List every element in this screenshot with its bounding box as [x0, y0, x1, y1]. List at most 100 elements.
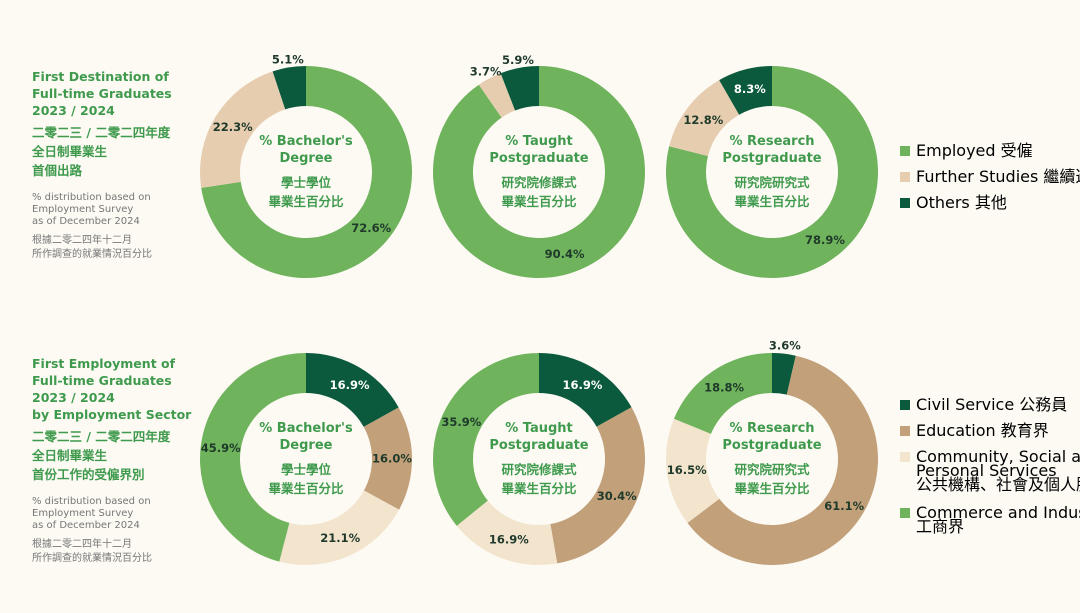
slice-value-label: 18.8% [704, 381, 744, 395]
center-label-zh-line: 研究院修課式 [501, 462, 577, 477]
donut-chart-3: 78.9% 12.8% 8.3% [666, 66, 878, 278]
slice-value-label: 12.8% [683, 113, 723, 127]
section-note-line: as of December 2024 [32, 520, 140, 531]
slice-value-label: 5.9% [502, 53, 534, 67]
center-label-en: % Taught Postgraduate [459, 420, 619, 454]
legend-label: Civil Service 公務員 [916, 395, 1068, 414]
section-note-zh-line: 根據二零二四年十二月 [32, 235, 132, 246]
legend-swatch [900, 426, 910, 436]
slice-1 [772, 353, 796, 395]
section-note-line: % distribution based on [32, 496, 151, 507]
slice-value-label: 90.4% [545, 247, 585, 261]
legend-label: Others 其他 [916, 193, 1007, 212]
legend-label: Community, Social andPersonal Services公共… [916, 447, 1080, 494]
legend-swatch [900, 508, 910, 518]
slice-value-label: 21.1% [320, 531, 360, 545]
legend-label: Employed 受僱 [916, 141, 1033, 160]
donut-chart-2: 90.4% 3.7%5.9% [433, 53, 645, 278]
legend-item: Employed 受僱 [900, 141, 1070, 160]
legend-label: Commerce and Industry工商界 [916, 503, 1080, 536]
center-label-en-line: Postgraduate [722, 438, 822, 453]
legend-item: Civil Service 公務員 [900, 395, 1070, 414]
slice-value-label: 45.9% [201, 441, 241, 455]
slice-value-label: 22.3% [213, 120, 253, 134]
slice-3 [500, 66, 539, 111]
legend-item: Community, Social andPersonal Services公共… [900, 449, 1080, 493]
slice-2 [363, 407, 412, 510]
center-label-zh-line: 畢業生百分比 [268, 194, 344, 209]
slice-2 [478, 73, 516, 118]
section-title-zh: 二零二三 / 二零二四年度 全日制畢業生 首份工作的受僱界別 [32, 427, 197, 484]
section-title-line: Full-time Graduates [32, 86, 172, 101]
legend-swatch [900, 198, 910, 208]
donut-center-label-6: % Research Postgraduate 研究院研究式 畢業生百分比 [692, 420, 852, 498]
center-label-en-line: Degree [279, 151, 333, 166]
center-label-en: % Bachelor's Degree [226, 133, 386, 167]
center-label-zh: 研究院研究式 畢業生百分比 [692, 173, 852, 211]
donut-center-label-1: % Bachelor's Degree 學士學位 畢業生百分比 [226, 133, 386, 211]
legend-item: Further Studies 繼續進修 [900, 169, 1080, 185]
slice-value-label: 16.9% [330, 378, 370, 392]
center-label-en-line: % Bachelor's [259, 421, 353, 436]
slice-3 [719, 66, 772, 115]
section-note-zh-line: 根據二零二四年十二月 [32, 539, 132, 550]
slice-1 [306, 353, 399, 427]
slice-2 [669, 80, 740, 156]
donut-chart-1: 72.6% 22.3% 5.1% [200, 52, 413, 278]
section-note-line: % distribution based on [32, 192, 151, 203]
center-label-en-line: % Research [729, 421, 815, 436]
section-title-zh-line: 全日制畢業生 [32, 144, 108, 159]
center-label-zh: 研究院修課式 畢業生百分比 [459, 460, 619, 498]
section-title-line: First Employment of [32, 356, 176, 371]
legend-label: Education 教育界 [916, 421, 1049, 440]
legend-item: Commerce and Industry工商界 [900, 505, 1080, 535]
legend-swatch [900, 146, 910, 156]
slice-4 [433, 353, 539, 526]
center-label-en-line: % Research [729, 134, 815, 149]
legend-swatch [900, 452, 910, 462]
center-label-zh-line: 畢業生百分比 [501, 194, 577, 209]
center-label-en-line: % Taught [505, 421, 573, 436]
center-label-en: % Bachelor's Degree [226, 420, 386, 454]
section-title-en: First Employment of Full-time Graduates 20… [32, 355, 197, 423]
slice-value-label: 3.7% [470, 64, 502, 78]
legend-item: Others 其他 [900, 193, 1070, 212]
section-title-line: 2023 / 2024 [32, 390, 115, 405]
center-label-en-line: Postgraduate [722, 151, 822, 166]
slice-3 [272, 66, 306, 110]
slice-2 [550, 407, 645, 564]
legend-label: Further Studies 繼續進修 [916, 167, 1080, 186]
center-label-zh-line: 畢業生百分比 [734, 481, 810, 496]
donut-center-label-4: % Bachelor's Degree 學士學位 畢業生百分比 [226, 420, 386, 498]
center-label-zh-line: 研究院研究式 [734, 175, 810, 190]
center-label-en: % Research Postgraduate [692, 133, 852, 167]
section-title-zh-line: 二零二三 / 二零二四年度 [32, 429, 171, 444]
slice-value-label: 16.0% [372, 452, 412, 466]
slice-1 [201, 66, 413, 278]
donut-chart-5: 16.9% 30.4% 16.9% 35.9% [433, 353, 645, 565]
section-note-line: Employment Survey [32, 508, 134, 519]
slice-value-label: 61.1% [824, 499, 864, 513]
section-title-zh-line: 二零二三 / 二零二四年度 [32, 125, 171, 140]
slice-value-label: 16.5% [667, 463, 707, 477]
section-note-line: Employment Survey [32, 204, 134, 215]
section-note-en: % distribution based on Employment Survey… [32, 496, 197, 532]
slice-4 [199, 353, 306, 562]
section-title-en: First Destination of Full-time Graduates 2… [32, 68, 197, 119]
center-label-en-line: Postgraduate [489, 438, 589, 453]
slice-value-label: 8.3% [734, 82, 766, 96]
section-title-zh-line: 首個出路 [32, 163, 83, 178]
center-label-zh-line: 研究院研究式 [734, 462, 810, 477]
section-title-line: by Employment Sector [32, 407, 192, 422]
section-note-en: % distribution based on Employment Survey… [32, 192, 197, 228]
center-label-en-line: % Taught [505, 134, 573, 149]
center-label-zh: 學士學位 畢業生百分比 [226, 173, 386, 211]
center-label-zh-line: 畢業生百分比 [268, 481, 344, 496]
center-label-zh-line: 畢業生百分比 [501, 481, 577, 496]
slice-1 [433, 66, 645, 278]
slice-value-label: 16.9% [489, 533, 529, 547]
slice-3 [279, 490, 400, 565]
donut-chart-6: 3.6% 61.1% 16.5% 18.8% [666, 339, 878, 565]
slice-value-label: 16.9% [563, 378, 603, 392]
center-label-en: % Taught Postgraduate [459, 133, 619, 167]
